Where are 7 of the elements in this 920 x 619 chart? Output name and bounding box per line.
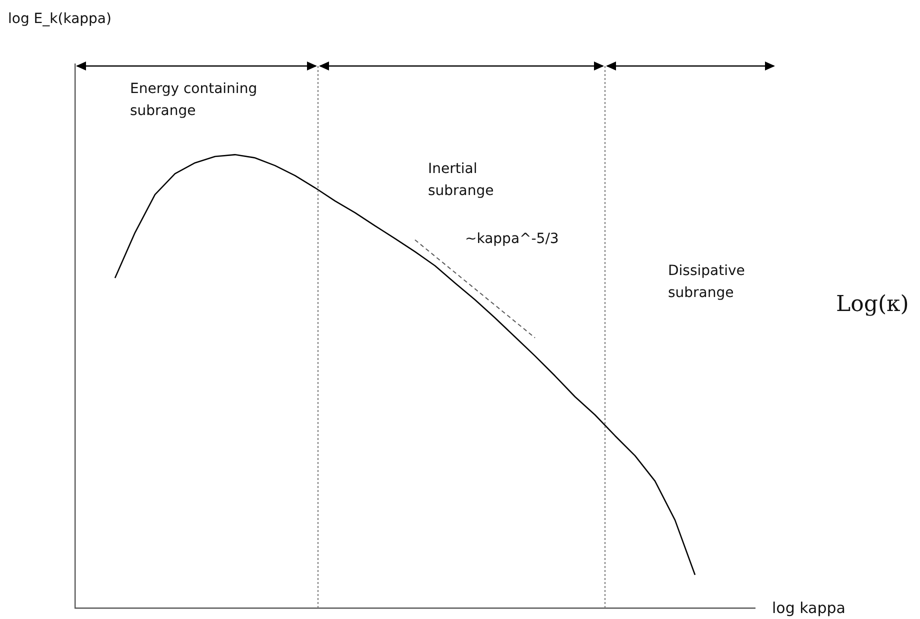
text: Log(κ) [836, 292, 909, 317]
annotation: Dissipative subrange [668, 262, 745, 303]
annotation: Inertial subrange [428, 160, 494, 201]
annotation: ~kappa^-5/3 [465, 230, 559, 249]
text: Energy containing subrange [130, 80, 258, 121]
text: log E_k(kappa) [8, 10, 112, 29]
x-axis-title: log kappa [772, 598, 846, 619]
